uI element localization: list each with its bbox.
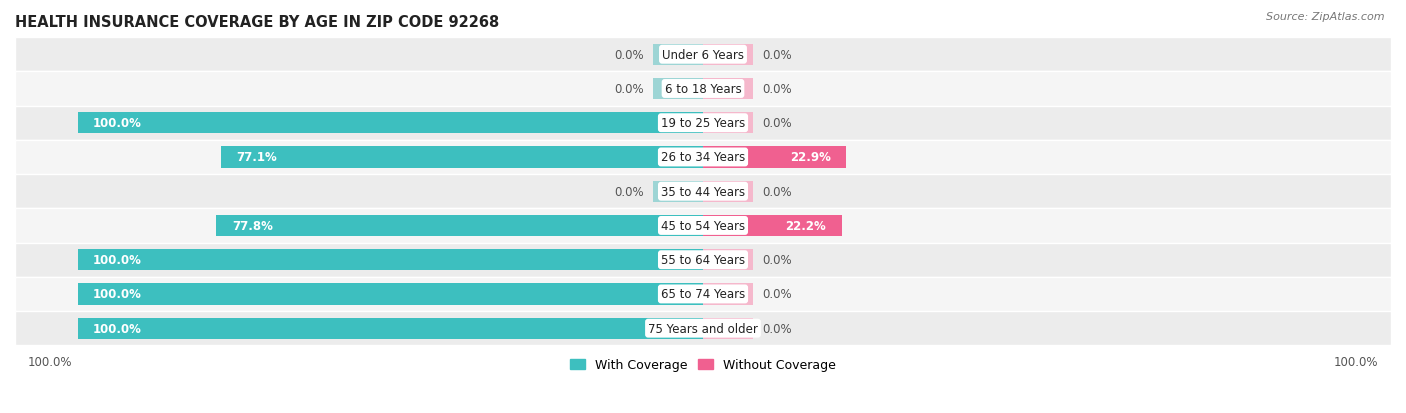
Bar	[15, 311, 1391, 345]
Text: 0.0%: 0.0%	[614, 83, 644, 96]
Text: 0.0%: 0.0%	[762, 288, 792, 301]
Text: Under 6 Years: Under 6 Years	[662, 49, 744, 62]
Bar	[15, 277, 1391, 311]
Text: 0.0%: 0.0%	[762, 83, 792, 96]
Text: 0.0%: 0.0%	[762, 185, 792, 198]
Text: 0.0%: 0.0%	[762, 322, 792, 335]
Text: Source: ZipAtlas.com: Source: ZipAtlas.com	[1267, 12, 1385, 22]
Text: 22.2%: 22.2%	[786, 219, 827, 233]
Bar	[221, 147, 703, 168]
Text: 45 to 54 Years: 45 to 54 Years	[661, 219, 745, 233]
Bar	[15, 209, 1391, 243]
Text: 100.0%: 100.0%	[28, 355, 72, 368]
Bar	[15, 72, 1391, 106]
Text: 100.0%: 100.0%	[93, 322, 142, 335]
Text: 77.8%: 77.8%	[232, 219, 273, 233]
Bar	[77, 113, 703, 134]
Bar	[703, 215, 842, 237]
Bar	[15, 106, 1391, 140]
Text: 55 to 64 Years: 55 to 64 Years	[661, 254, 745, 266]
Bar	[652, 181, 703, 202]
Text: 100.0%: 100.0%	[93, 117, 142, 130]
Bar	[77, 284, 703, 305]
Text: 100.0%: 100.0%	[93, 288, 142, 301]
Bar	[703, 147, 846, 168]
Text: 22.9%: 22.9%	[790, 151, 831, 164]
Text: 100.0%: 100.0%	[93, 254, 142, 266]
Bar	[15, 175, 1391, 209]
Bar	[652, 78, 703, 100]
Text: 26 to 34 Years: 26 to 34 Years	[661, 151, 745, 164]
Bar	[703, 45, 754, 66]
Text: 0.0%: 0.0%	[762, 254, 792, 266]
Bar	[703, 284, 754, 305]
Bar	[703, 318, 754, 339]
Text: 0.0%: 0.0%	[762, 49, 792, 62]
Bar	[652, 45, 703, 66]
Text: 19 to 25 Years: 19 to 25 Years	[661, 117, 745, 130]
Bar	[703, 181, 754, 202]
Legend: With Coverage, Without Coverage: With Coverage, Without Coverage	[565, 353, 841, 376]
Text: 0.0%: 0.0%	[614, 185, 644, 198]
Bar	[15, 140, 1391, 175]
Text: 6 to 18 Years: 6 to 18 Years	[665, 83, 741, 96]
Text: HEALTH INSURANCE COVERAGE BY AGE IN ZIP CODE 92268: HEALTH INSURANCE COVERAGE BY AGE IN ZIP …	[15, 15, 499, 30]
Text: 35 to 44 Years: 35 to 44 Years	[661, 185, 745, 198]
Text: 77.1%: 77.1%	[236, 151, 277, 164]
Bar	[77, 318, 703, 339]
Bar	[703, 113, 754, 134]
Bar	[77, 249, 703, 271]
Bar	[15, 38, 1391, 72]
Bar	[217, 215, 703, 237]
Bar	[703, 78, 754, 100]
Bar	[15, 243, 1391, 277]
Text: 65 to 74 Years: 65 to 74 Years	[661, 288, 745, 301]
Text: 0.0%: 0.0%	[614, 49, 644, 62]
Text: 100.0%: 100.0%	[1334, 355, 1378, 368]
Text: 75 Years and older: 75 Years and older	[648, 322, 758, 335]
Bar	[703, 249, 754, 271]
Text: 0.0%: 0.0%	[762, 117, 792, 130]
